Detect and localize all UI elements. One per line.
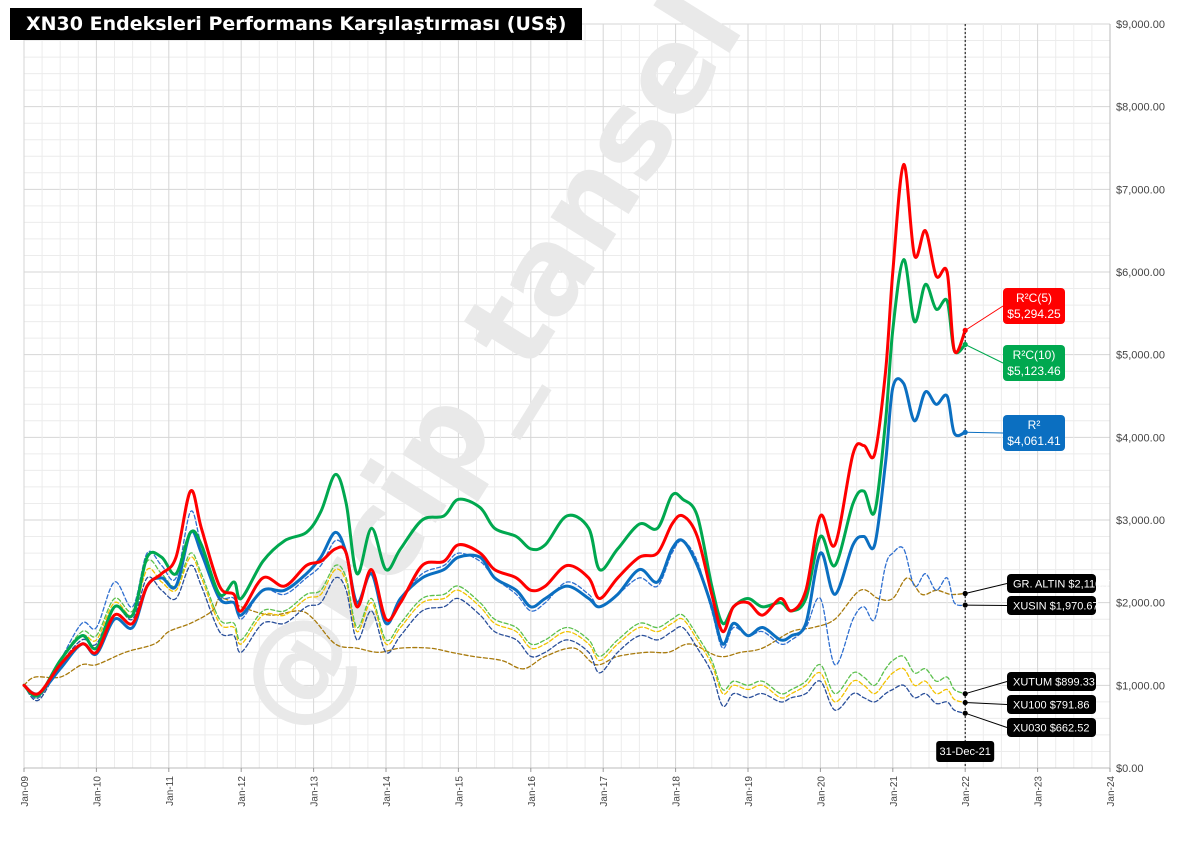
marker-label-box: [936, 741, 995, 762]
callout-label-xu100: XU100 $791.86: [1013, 700, 1089, 712]
x-tick-label: Jan-18: [672, 776, 683, 807]
callout-box-xu100: [1007, 695, 1096, 714]
y-tick-label: $1,000.00: [1116, 680, 1165, 692]
watermark: @rcip_tansel: [207, 0, 770, 755]
y-tick-label: $9,000.00: [1116, 19, 1165, 31]
marker-label: 31-Dec-21: [940, 746, 991, 758]
callout-leader-gr-altin: [965, 583, 1008, 594]
callout-dot-xu030: [962, 710, 968, 716]
callout-dot-r-c-10: [962, 341, 968, 348]
series-line-xutum: [23, 552, 966, 700]
date-marker: 31-Dec-21: [936, 24, 995, 768]
x-tick-label: Jan-13: [310, 776, 321, 807]
y-tick-label: $6,000.00: [1116, 267, 1165, 279]
callout-value-r: $4,061.41: [1007, 434, 1061, 448]
x-tick-label: Jan-16: [527, 776, 538, 807]
callout-box-xusin: [1007, 596, 1096, 615]
y-tick-label: $7,000.00: [1116, 184, 1165, 196]
x-tick-label: Jan-17: [599, 776, 610, 807]
series-line-xusin: [23, 510, 966, 700]
callout-leader-r: [965, 431, 1004, 434]
x-tick-label: Jan-14: [382, 776, 393, 807]
series-line-r-c-5: [22, 162, 967, 696]
series-line-r-c-10: [22, 258, 967, 698]
callout-dot-xusin: [962, 602, 968, 608]
callout-leader-xu030: [965, 712, 1008, 728]
callout-value-r-c-5: $5,294.25: [1007, 307, 1061, 321]
callout-dot-xu100: [962, 699, 968, 706]
callout-box-r-c-10: [1003, 345, 1065, 381]
x-tick-label: Jan-10: [92, 776, 103, 807]
callout-dot-r-c-5: [962, 327, 968, 333]
y-tick-label: $5,000.00: [1116, 350, 1165, 362]
callout-box-r-c-5: [1003, 288, 1065, 324]
x-axis-ticks: Jan-09 Jan-10 Jan-11 Jan-12 Jan-13 Jan-14 Jan-…: [20, 768, 1117, 807]
callout-label-xutum: XUTUM $899.33: [1013, 677, 1095, 689]
callout-leader-r-c-10: [964, 344, 1004, 364]
y-tick-label: $8,000.00: [1116, 102, 1165, 114]
series-line-gr-altin: [23, 577, 966, 686]
y-tick-label: $0.00: [1116, 763, 1144, 775]
callout-name-r-c-10: R²C(10): [1013, 348, 1056, 362]
y-tick-label: $3,000.00: [1116, 515, 1165, 527]
x-tick-label: Jan-12: [237, 776, 248, 807]
callout-box-xu030: [1007, 718, 1096, 737]
series-lines: [22, 162, 967, 714]
x-tick-label: Jan-15: [454, 776, 465, 807]
y-axis-ticks: $0.00 $1,000.00 $2,000.00 $3,000.00 $4,000.0…: [1116, 19, 1165, 775]
callout-leader-xutum: [965, 681, 1008, 695]
x-tick-label: Jan-22: [961, 776, 972, 807]
series-line-r: [22, 377, 967, 696]
callout-value-r-c-10: $5,123.46: [1007, 364, 1061, 378]
chart-title: XN30 Endeksleri Performans Karşılaştırma…: [10, 8, 583, 40]
callout-name-r-c-5: R²C(5): [1016, 291, 1052, 305]
callout-label-xusin: XUSIN $1,970.67: [1013, 601, 1099, 613]
series-line-xu100: [23, 556, 966, 704]
y-tick-label: $2,000.00: [1116, 598, 1165, 610]
chart-grid: [23, 23, 1111, 769]
callout-box-gr-altin: [1007, 574, 1096, 593]
x-tick-label: Jan-20: [816, 776, 827, 807]
x-tick-label: Jan-09: [20, 776, 31, 807]
callout-label-xu030: XU030 $662.52: [1013, 723, 1089, 735]
callout-label-gr-altin: GR. ALTIN $2,110.75: [1013, 579, 1117, 591]
callout-leader-r-c-5: [964, 305, 1004, 331]
x-tick-label: Jan-21: [889, 776, 900, 807]
callout-box-r: [1003, 415, 1065, 451]
y-tick-label: $4,000.00: [1116, 432, 1165, 444]
callout-dot-gr-altin: [962, 590, 968, 597]
callout-name-r: R²: [1028, 418, 1041, 432]
callout-dot-r: [962, 429, 968, 435]
x-tick-label: Jan-23: [1034, 776, 1045, 807]
end-value-callouts: R²C(5) $5,294.25 R²C(10) $5,123.46 R² $4,061.…: [962, 288, 1117, 737]
callout-box-xutum: [1007, 672, 1096, 691]
callout-dot-xutum: [962, 691, 968, 697]
series-line-xu030: [23, 564, 966, 714]
x-tick-label: Jan-24: [1106, 776, 1117, 807]
x-tick-label: Jan-19: [744, 776, 755, 807]
callout-leader-xu100: [965, 702, 1008, 705]
x-tick-label: Jan-11: [165, 776, 176, 806]
